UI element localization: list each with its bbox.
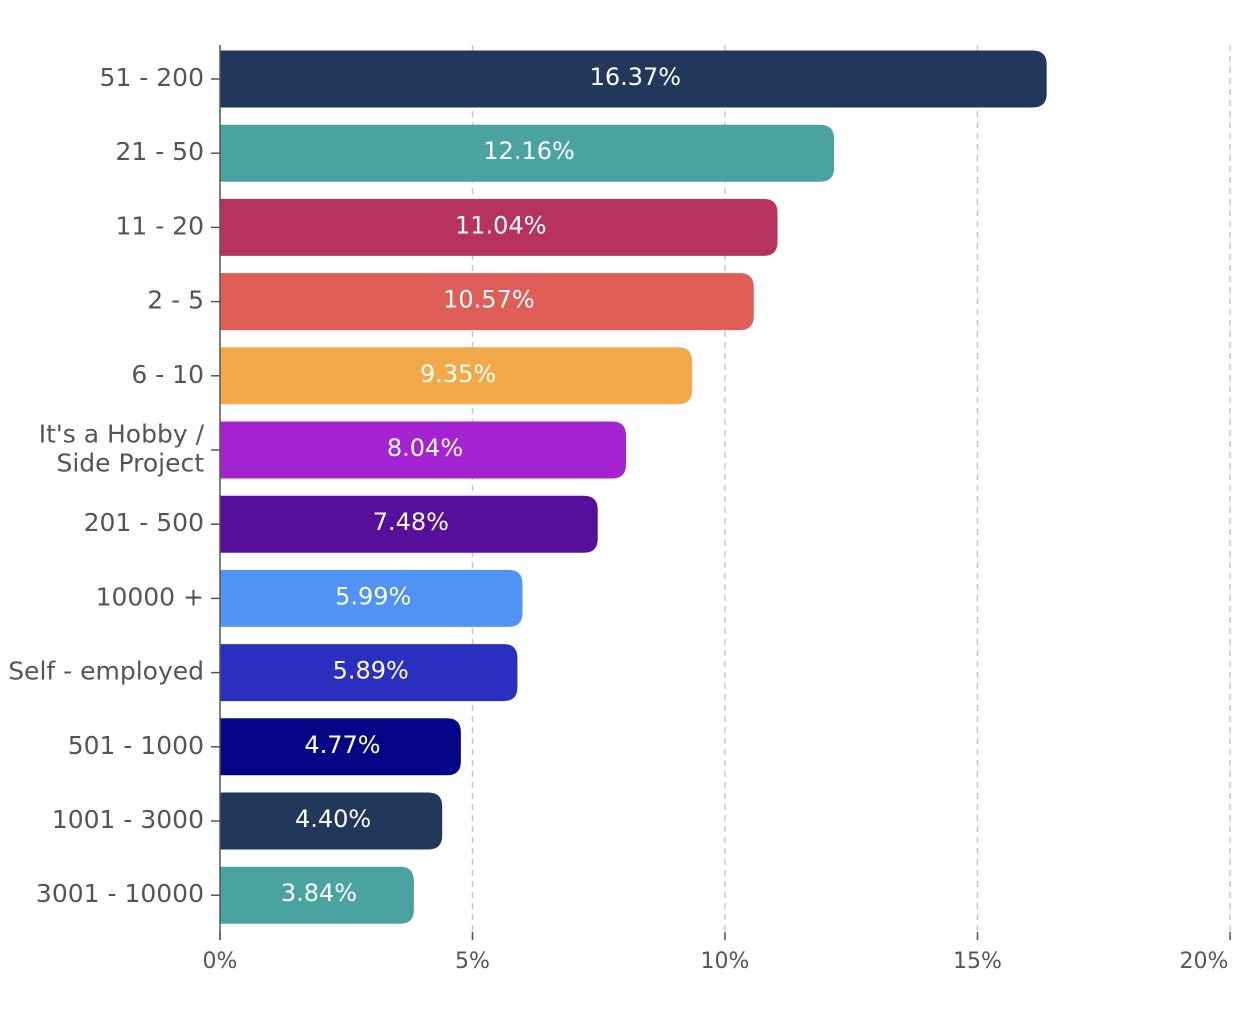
category-label-4: 6 - 10 bbox=[131, 360, 204, 389]
axes bbox=[211, 45, 1231, 940]
bar-value-label-4: 9.35% bbox=[420, 360, 496, 388]
bar-value-label-11: 3.84% bbox=[281, 879, 357, 907]
x-tick-label-2: 10% bbox=[701, 949, 750, 974]
x-tick-label-1: 5% bbox=[455, 949, 490, 974]
bar-value-label-3: 10.57% bbox=[443, 286, 535, 314]
x-tick-label-4: 20% bbox=[1180, 949, 1229, 974]
bar-value-label-7: 5.99% bbox=[335, 582, 411, 610]
x-tick-label-0: 0% bbox=[203, 949, 238, 974]
bar-5 bbox=[220, 421, 627, 479]
category-label-7: 10000 + bbox=[96, 582, 204, 611]
bar-1 bbox=[220, 124, 835, 182]
bar-4 bbox=[220, 347, 693, 405]
category-labels: 51 - 200 21 - 50 11 - 20 2 - 5 6 - 10 It's a … bbox=[8, 63, 204, 908]
bar-value-label-10: 4.40% bbox=[295, 805, 371, 833]
bar-3 bbox=[220, 273, 754, 331]
bar-9 bbox=[220, 718, 461, 776]
category-label-11: 3001 - 10000 bbox=[36, 879, 204, 908]
category-label-2: 11 - 20 bbox=[115, 211, 204, 240]
bar-value-label-6: 7.48% bbox=[373, 508, 449, 536]
category-label-1: 21 - 50 bbox=[115, 137, 204, 166]
bar-value-label-2: 11.04% bbox=[455, 211, 547, 239]
category-label-5: It's a Hobby / Side Project bbox=[39, 420, 205, 478]
bar-2 bbox=[220, 198, 778, 256]
x-tick-label-3: 15% bbox=[953, 949, 1002, 974]
bar-value-label-0: 16.37% bbox=[590, 63, 682, 91]
category-label-8: Self - employed bbox=[8, 657, 204, 686]
category-label-9: 501 - 1000 bbox=[68, 731, 204, 760]
bar-0 bbox=[220, 50, 1047, 108]
bar-7 bbox=[220, 569, 523, 627]
bar-value-label-1: 12.16% bbox=[483, 137, 575, 165]
bar-11 bbox=[220, 866, 414, 924]
category-label-10: 1001 - 3000 bbox=[52, 805, 204, 834]
bar-10 bbox=[220, 792, 443, 850]
bar-value-label-5: 8.04% bbox=[387, 434, 463, 462]
bars: 16.37% 12.16% 11.04% 10.57% 9.35% 8.04% 7.48% 5… bbox=[220, 50, 1047, 924]
category-label-6: 201 - 500 bbox=[84, 508, 204, 537]
bar-value-label-8: 5.89% bbox=[333, 657, 409, 685]
bar-8 bbox=[220, 644, 518, 702]
x-tick-labels: 0% 5% 10% 15% 20% bbox=[203, 949, 1229, 974]
category-label-3: 2 - 5 bbox=[147, 286, 204, 315]
bar-6 bbox=[220, 495, 598, 553]
category-label-0: 51 - 200 bbox=[100, 63, 204, 92]
bar-value-label-9: 4.77% bbox=[304, 731, 380, 759]
